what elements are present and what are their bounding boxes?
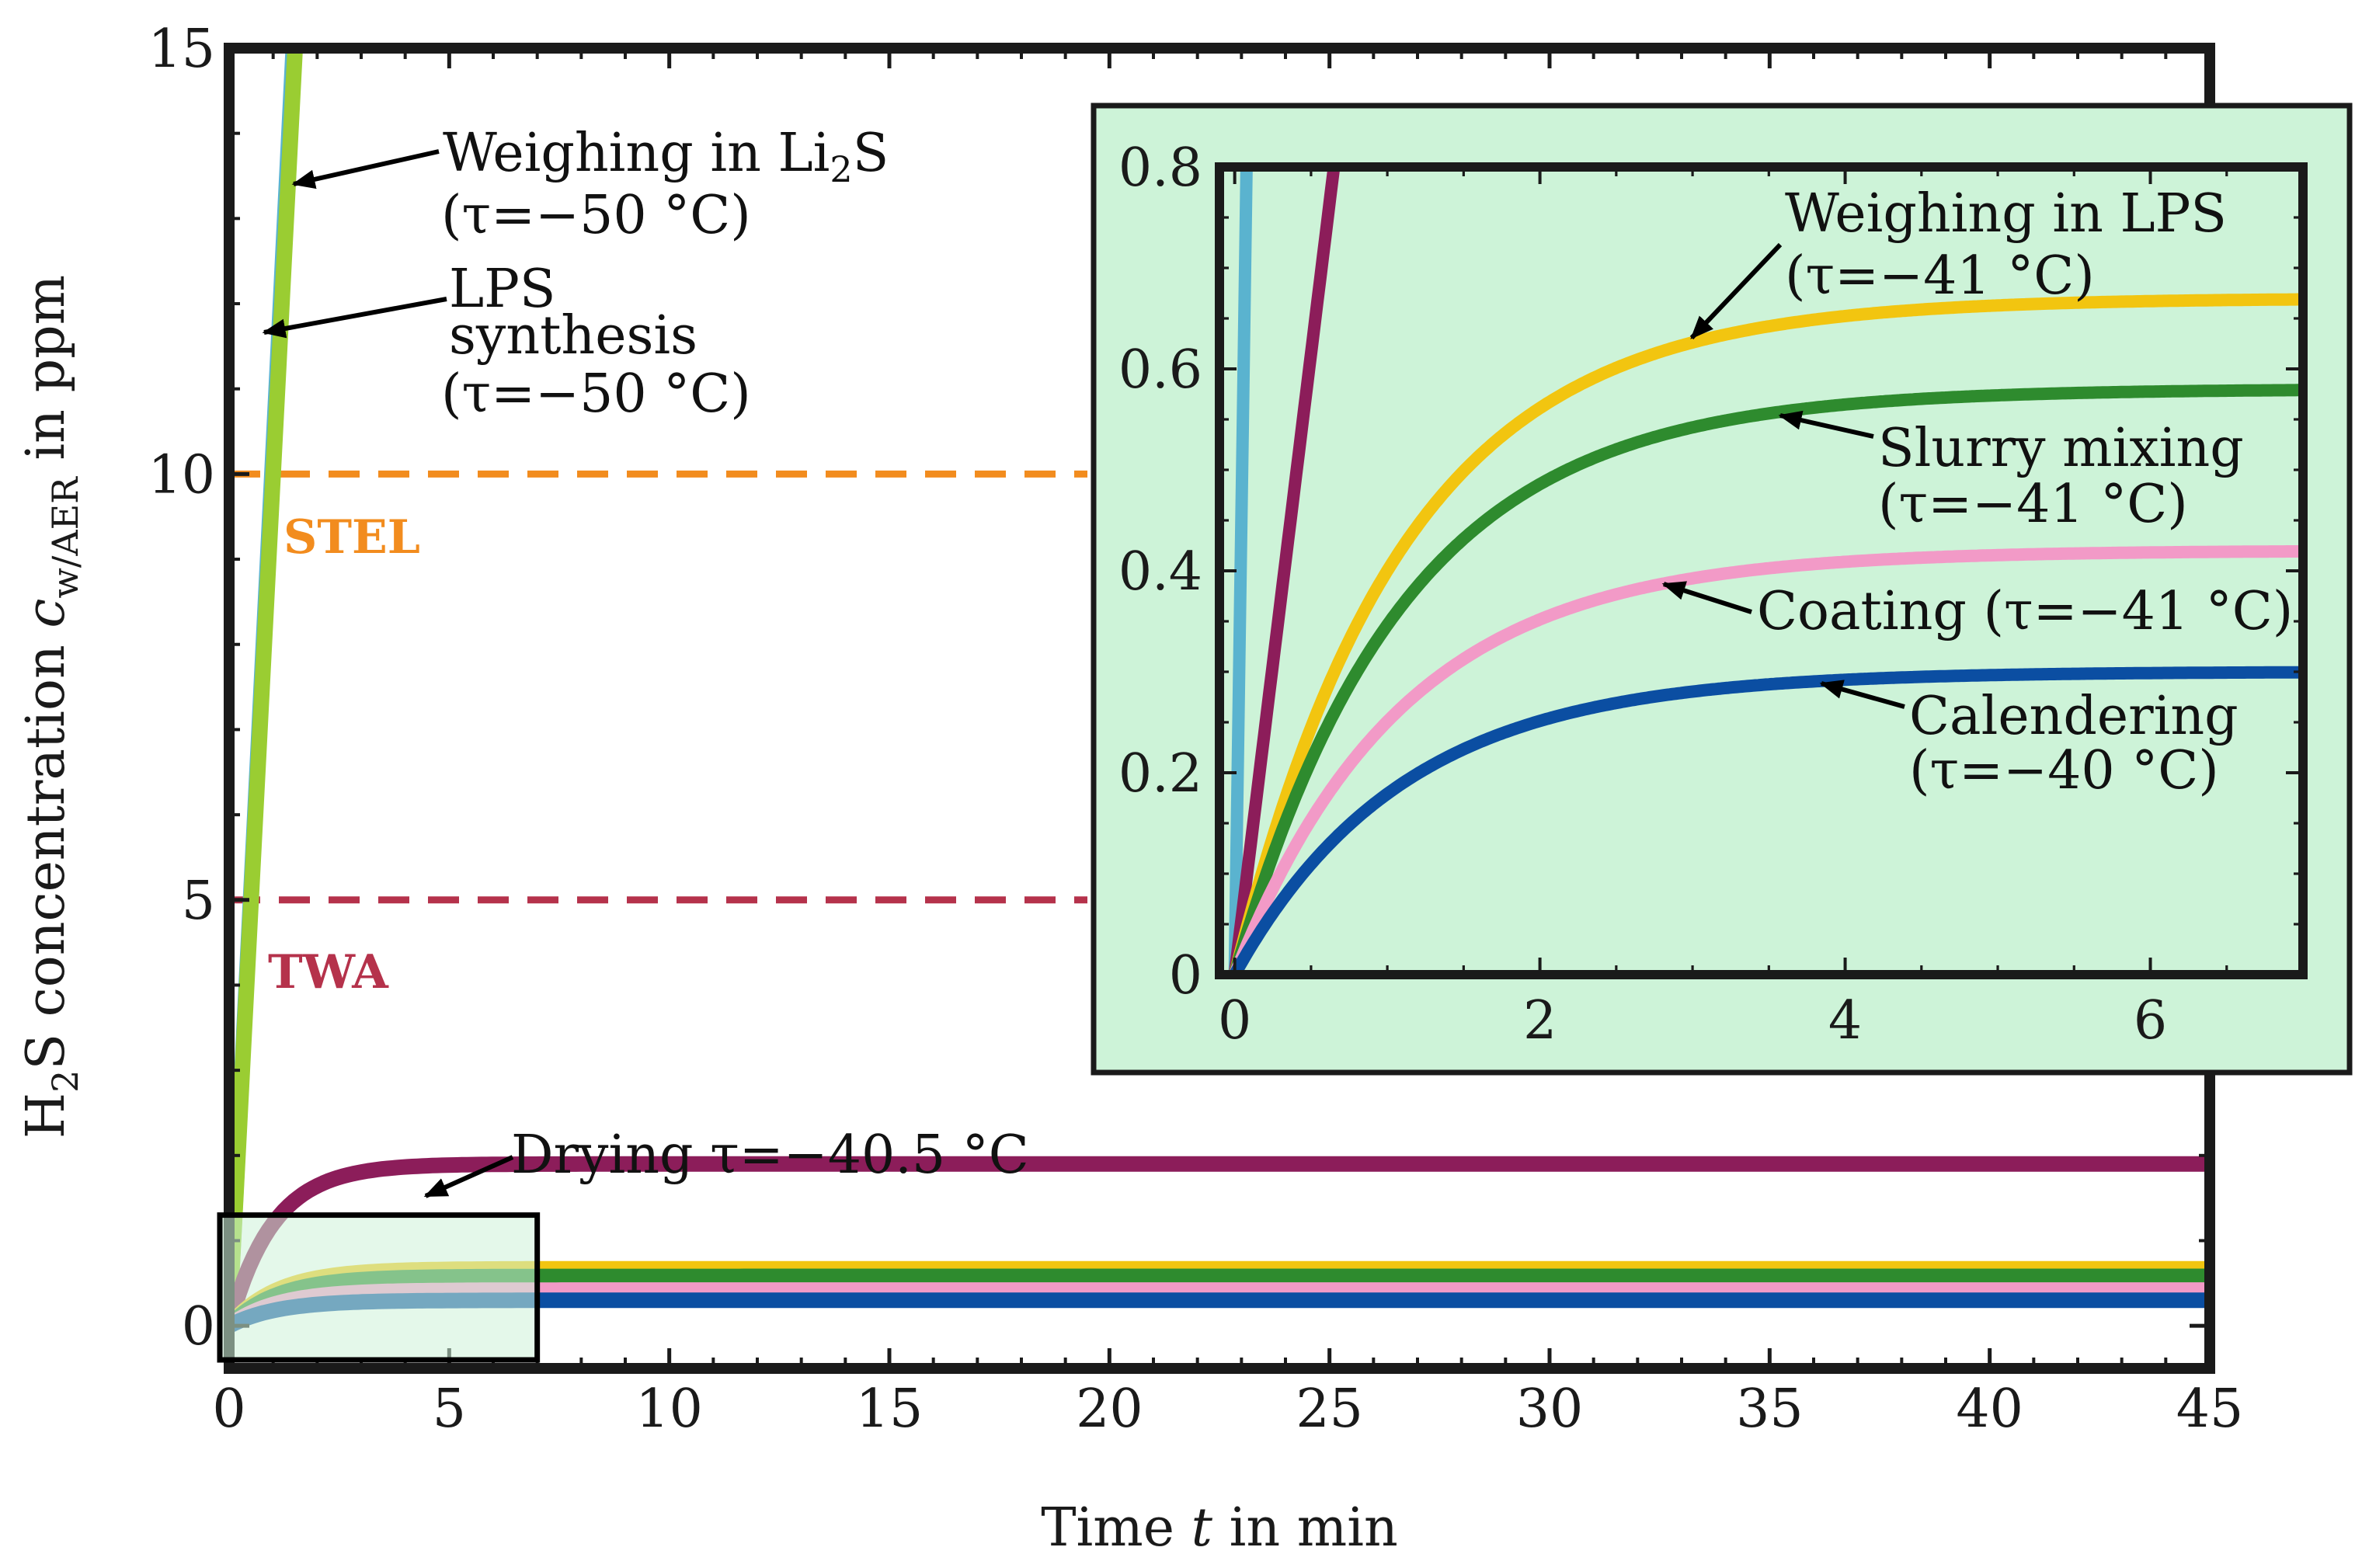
main-xtick-label-25: 25 [1296,1379,1363,1440]
twa-label: TWA [268,945,389,1000]
main-series-group [229,48,2210,1334]
main-xtick-label-40: 40 [1956,1379,2023,1440]
inset-series-slurry-mixing [1228,384,2303,975]
arrow-calendering [1819,680,1905,709]
annotation-calendering: Calendering (τ=−40 °C) [1819,680,2239,801]
inset-ytick-label-0.6: 0.6 [1118,339,1202,401]
annotation-weighing-lps: Weighing in LPS (τ=−41 °C) [1689,183,2227,340]
annotation-drying: Drying τ=−40.5 °C [423,1125,1029,1198]
svg-text:(τ=−50 °C): (τ=−50 °C) [441,363,751,425]
svg-text:(τ=−41 °C): (τ=−41 °C) [1878,474,2188,535]
main-xtick-label-20: 20 [1076,1379,1143,1440]
y-axis-label: H2S concentration cw/AER in ppm [16,275,86,1139]
main-series-lps-synthesis [229,48,304,1334]
annotation-coating: Coating (τ=−41 °C) [1661,581,2293,642]
main-xtick-label-35: 35 [1736,1379,1804,1440]
limit-lines [229,470,1087,904]
inset-background [1091,103,2353,1076]
main-xtick-label-0: 0 [212,1379,245,1440]
main-ytick-label-5: 5 [182,871,215,932]
svg-text:Coating (τ=−41 °C): Coating (τ=−41 °C) [1757,581,2293,642]
svg-text:synthesis: synthesis [449,305,697,367]
inset-tick-labels: 0 2 4 6 0 0.2 0.4 0.6 0.8 [1118,137,2167,1052]
arrow-lps-synthesis [262,297,447,339]
annotation-weighing-li2s: Weighing in Li2S (τ=−50 °C) [291,123,889,246]
inset-series-group [1228,167,2303,975]
svg-text:LPS: LPS [449,259,556,320]
main-ytick-label-15: 15 [148,19,215,80]
inset-ytick-label-0: 0 [1169,945,1202,1007]
inset-axes-frame [1215,162,2308,979]
svg-text:Weighing in LPS: Weighing in LPS [1785,183,2227,245]
inset-series-drying [1228,167,1341,975]
svg-text:(τ=−50 °C): (τ=−50 °C) [441,185,751,246]
main-xtick-label-10: 10 [635,1379,703,1440]
main-xtick-label-30: 30 [1516,1379,1584,1440]
arrow-coating [1661,581,1752,614]
inset-series-calendering [1228,666,2303,975]
main-series-drying [229,1156,2210,1334]
inset-ytick-label-0.8: 0.8 [1118,137,1202,199]
inset-series-coating [1228,544,2303,975]
annotation-lps-synthesis: LPS synthesis (τ=−50 °C) [262,259,751,425]
inset-xtick-label-4: 4 [1828,990,1862,1052]
inset-xtick-label-0: 0 [1218,990,1251,1052]
arrow-weighing-li2s [291,149,440,189]
inset-xtick-label-2: 2 [1523,990,1557,1052]
main-series-slurry-mixing [229,1268,2210,1334]
inset-ytick-label-0.2: 0.2 [1118,743,1202,805]
main-ytick-label-10: 10 [148,444,215,506]
arrow-drying [423,1155,514,1198]
main-series-calendering [229,1292,2210,1334]
zoom-box [217,1212,541,1363]
x-axis-label: Time t in min [1041,1497,1398,1559]
main-xtick-label-15: 15 [856,1379,924,1440]
main-xtick-label-45: 45 [2176,1379,2244,1440]
inset-panel: 0 2 4 6 0 0.2 0.4 0.6 0.8 Weighing in LPS (τ=−41… [1091,103,2353,1076]
inset-xtick-label-6: 6 [2134,990,2167,1052]
main-series-coating [229,1282,2210,1334]
stel-label: STEL [284,510,420,565]
svg-text:(τ=−41 °C): (τ=−41 °C) [1785,245,2095,307]
main-xtick-label-5: 5 [433,1379,466,1440]
inset-ytick-label-0.4: 0.4 [1118,541,1202,603]
arrow-slurry-mixing [1778,410,1874,439]
main-ytick-label-0: 0 [182,1296,215,1358]
arrow-weighing-lps [1689,242,1783,340]
svg-text:Drying τ=−40.5 °C: Drying τ=−40.5 °C [511,1125,1029,1186]
svg-text:Weighing in Li2S: Weighing in Li2S [443,123,889,190]
annotation-slurry-mixing: Slurry mixing (τ=−41 °C) [1778,410,2244,535]
inset-series-weighing-in-li2s [1228,167,1253,975]
inset-series-weighing-in-lps [1228,293,2303,975]
svg-text:Slurry mixing: Slurry mixing [1878,418,2244,479]
svg-text:(τ=−40 °C): (τ=−40 °C) [1909,740,2219,801]
svg-text:Calendering: Calendering [1909,686,2239,747]
